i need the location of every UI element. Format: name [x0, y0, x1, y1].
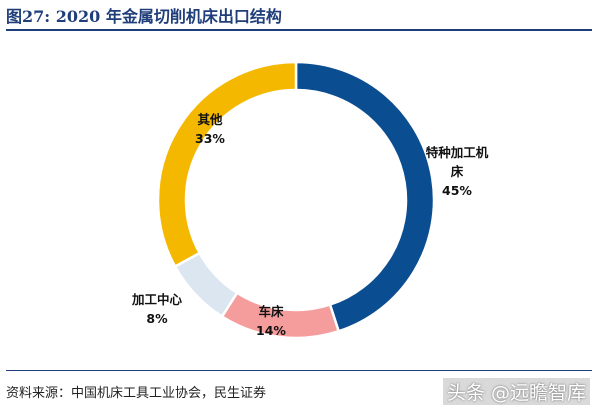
slice-1	[294, 60, 436, 333]
title-divider	[6, 29, 592, 31]
slice-percent: 8%	[146, 311, 168, 326]
slice-percent: 33%	[195, 131, 225, 146]
chart-title: 图27: 2020 年金属切削机床出口结构	[6, 7, 282, 26]
source-divider	[6, 370, 592, 371]
slice-name-line: 床	[451, 164, 464, 179]
slice-percent: 14%	[256, 323, 286, 338]
slice-label-3: 加工中心 8%	[131, 292, 183, 326]
slice-label-2: 车床 14%	[256, 304, 286, 338]
watermark: 头条 @远瞻智库	[442, 378, 590, 405]
slice-name-line: 特种加工机	[426, 145, 489, 160]
slice-label-1: 特种加工机床 45%	[426, 145, 489, 198]
slice-label-4: 其他 33%	[195, 112, 225, 146]
slice-percent: 45%	[442, 183, 472, 198]
labels-group: 特种加工机床 45% 车床 14% 加工中心 8% 其他 33%	[131, 112, 489, 338]
slice-name-line: 加工中心	[131, 292, 183, 307]
slice-name-line: 其他	[197, 112, 223, 127]
slice-4	[156, 60, 298, 269]
slices-group	[156, 60, 436, 340]
slice-name-line: 车床	[258, 304, 284, 319]
source-note: 资料来源：中国机床工具工业协会，民生证券	[6, 386, 267, 401]
